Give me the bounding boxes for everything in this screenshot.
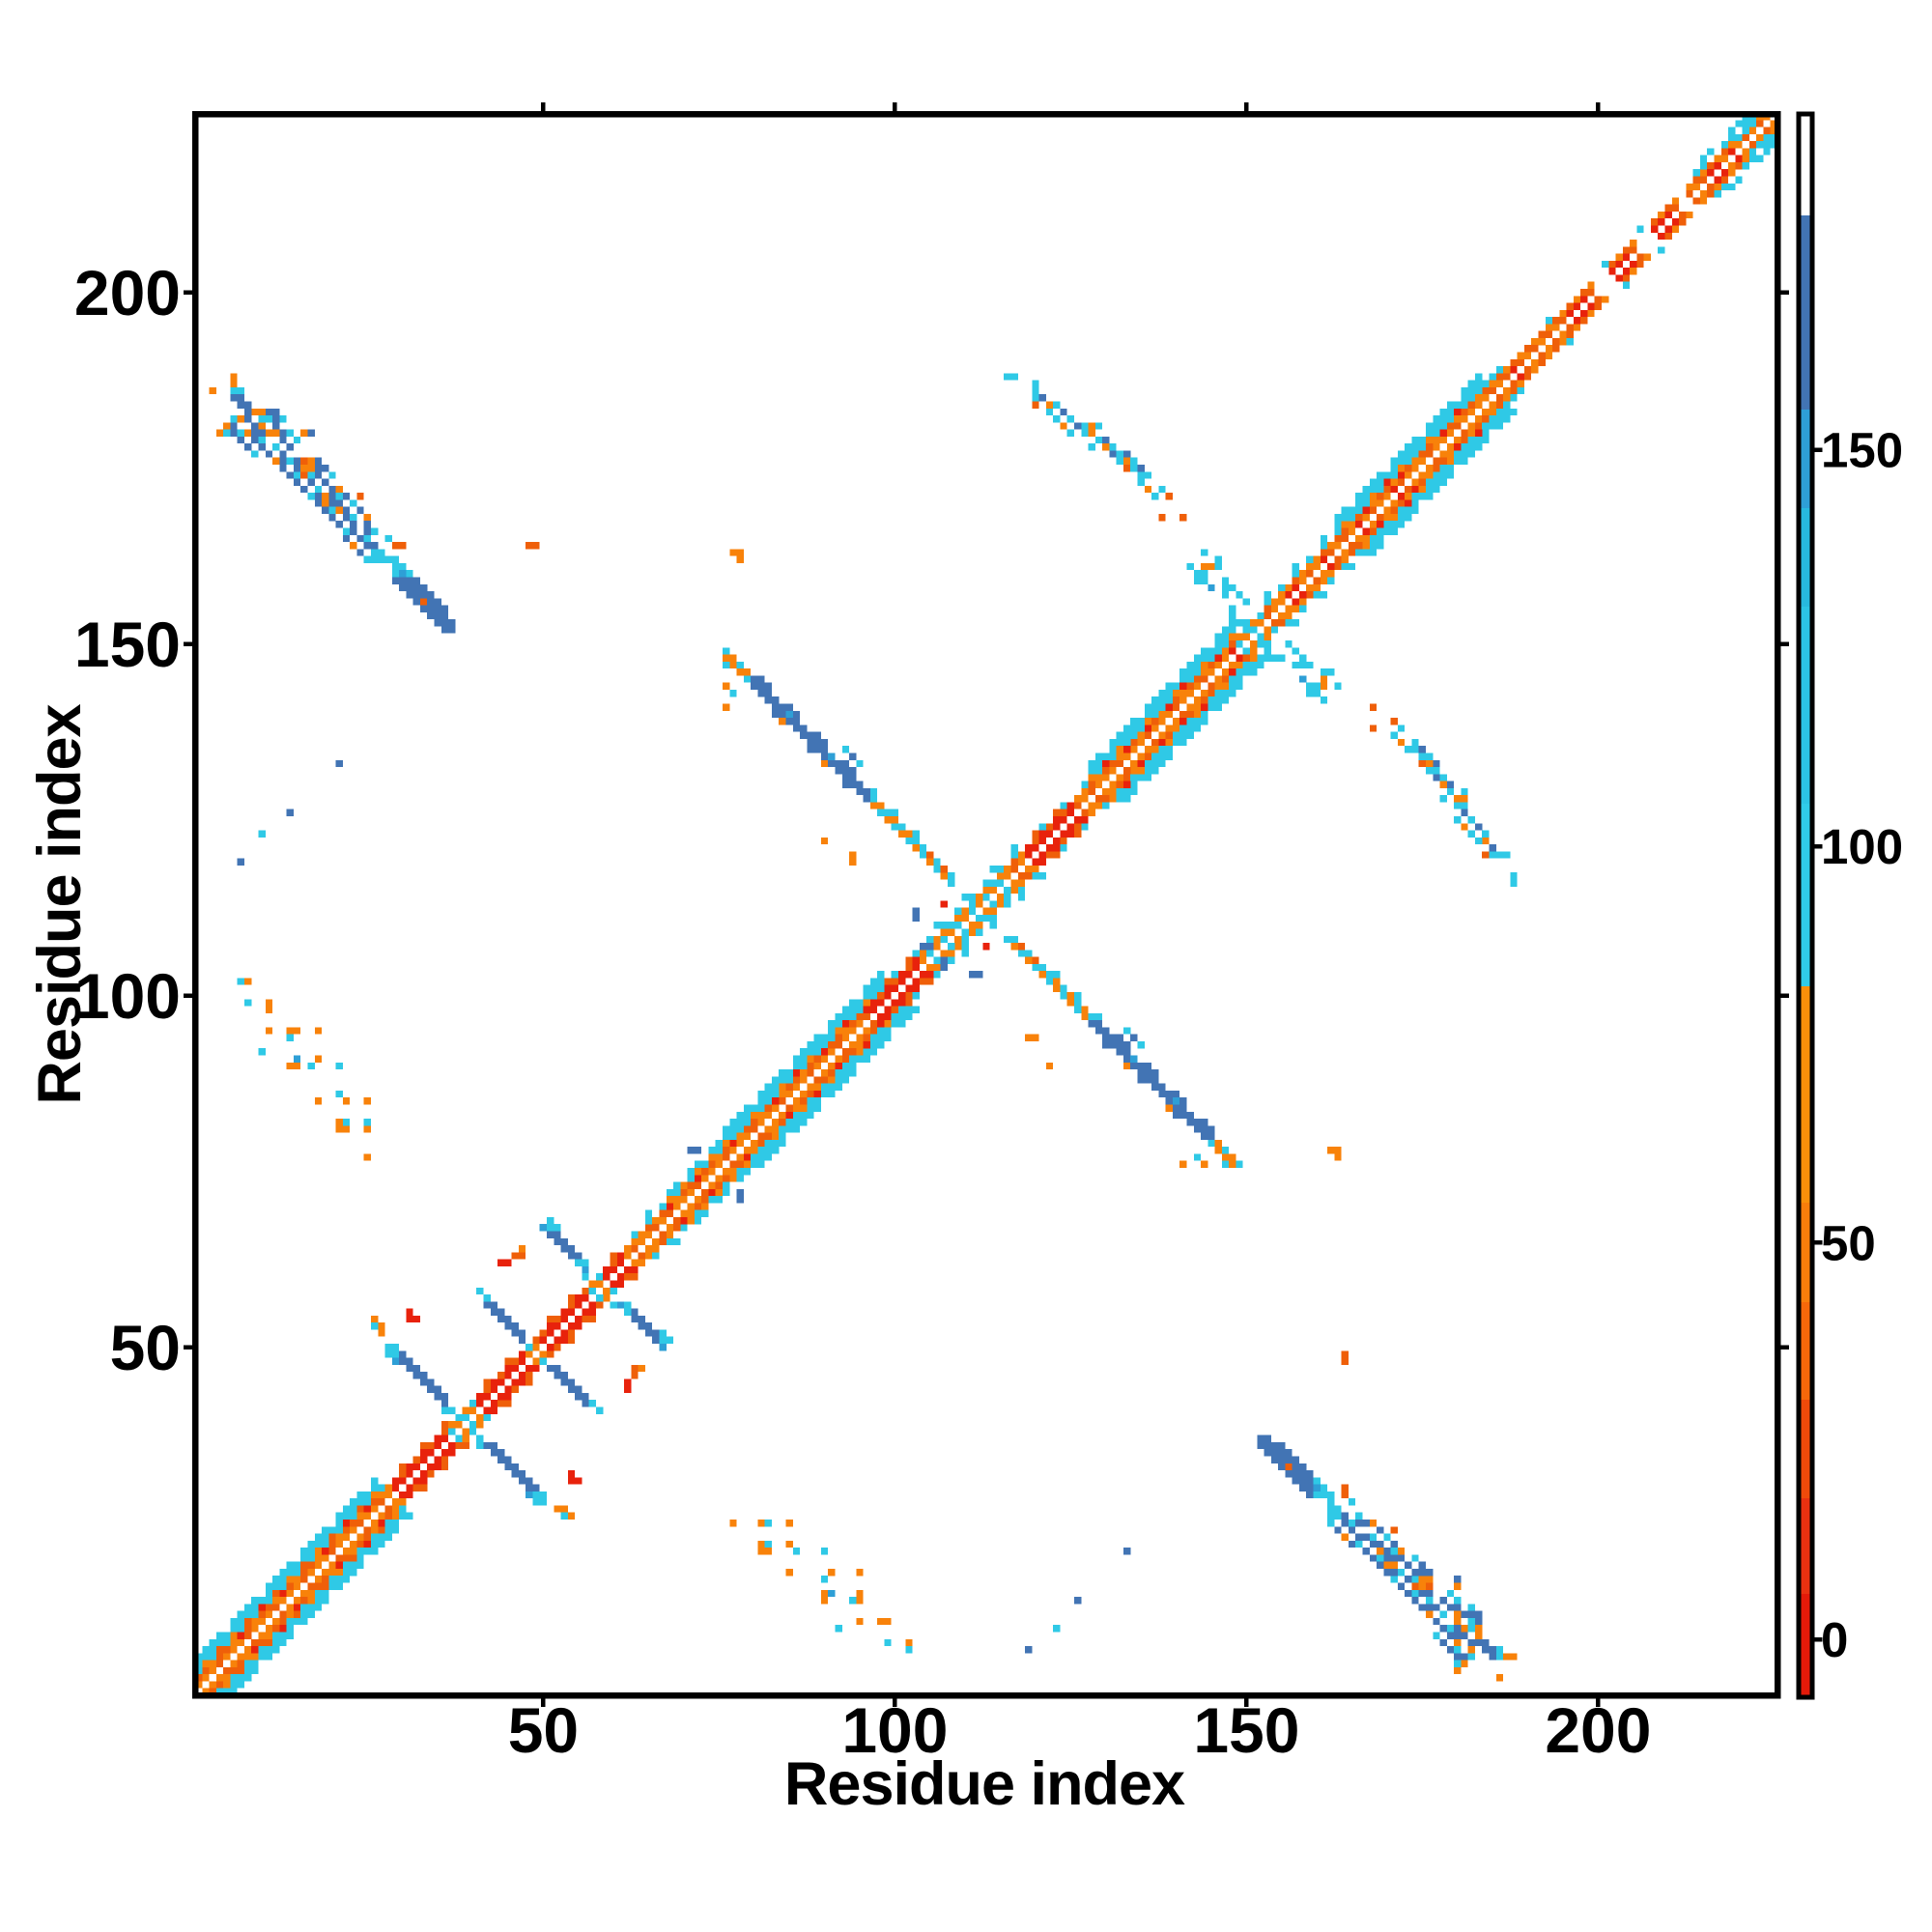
svg-text:150: 150 (1821, 423, 1903, 478)
svg-text:Residue index: Residue index (784, 1750, 1185, 1818)
svg-text:50: 50 (1821, 1216, 1876, 1271)
svg-text:50: 50 (508, 1694, 579, 1766)
svg-text:150: 150 (74, 609, 181, 680)
svg-text:100: 100 (841, 1694, 948, 1766)
svg-text:150: 150 (1193, 1694, 1299, 1766)
svg-text:Residue index: Residue index (26, 703, 94, 1104)
svg-text:100: 100 (1821, 819, 1903, 874)
svg-text:200: 200 (1545, 1694, 1651, 1766)
svg-text:200: 200 (74, 257, 181, 328)
svg-text:50: 50 (110, 1312, 181, 1383)
svg-text:0: 0 (1821, 1612, 1848, 1667)
svg-text:100: 100 (74, 960, 181, 1032)
